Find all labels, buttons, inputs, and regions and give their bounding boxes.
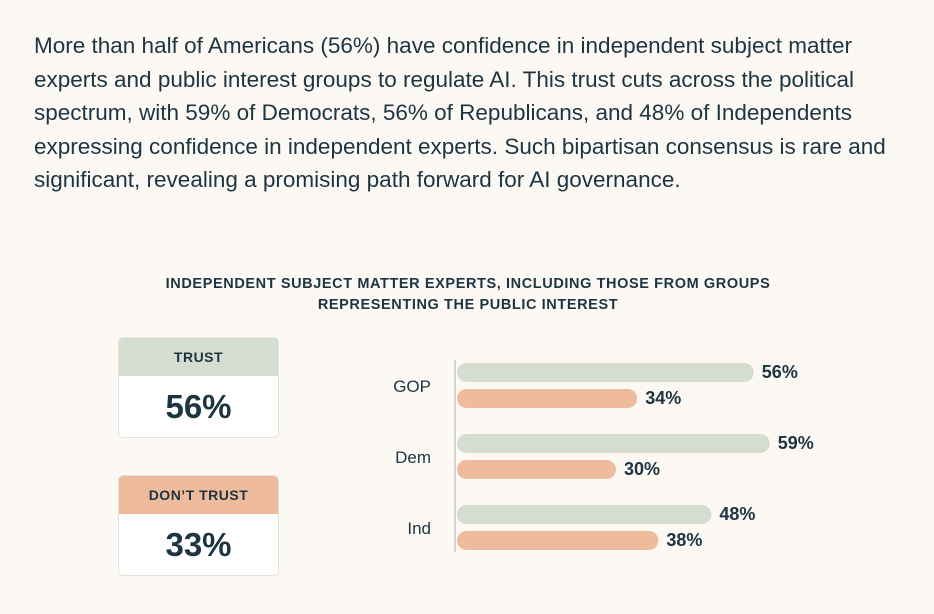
data-label-gop-distrust: 34% (645, 388, 681, 408)
bar-ind-distrust (457, 531, 659, 550)
data-label-dem-distrust: 30% (624, 459, 660, 479)
bar-gop-trust (457, 363, 754, 382)
distrust-value: 33% (165, 526, 232, 563)
category-label-ind: Ind (407, 519, 431, 538)
trust-value: 56% (165, 388, 232, 425)
trust-label: TRUST (119, 338, 278, 376)
bar-dem-trust (457, 434, 770, 453)
distrust-label: DON’T TRUST (119, 476, 278, 514)
intro-paragraph: More than half of Americans (56%) have c… (34, 33, 886, 193)
chart-title: INDEPENDENT SUBJECT MATTER EXPERTS, INCL… (165, 276, 771, 313)
data-label-dem-trust: 59% (778, 433, 814, 453)
data-label-gop-trust: 56% (762, 362, 798, 382)
party-bar-chart: GOP 56% 34% Dem 59% 30% Ind 48% 38% (393, 360, 814, 552)
distrust-summary-card: DON’T TRUST 33% (118, 475, 279, 576)
data-label-ind-distrust: 38% (666, 530, 702, 550)
category-label-gop: GOP (393, 377, 431, 396)
data-label-ind-trust: 48% (719, 504, 755, 524)
bar-ind-trust (457, 505, 712, 524)
bar-dem-distrust (457, 460, 616, 479)
category-label-dem: Dem (395, 448, 431, 467)
bar-gop-distrust (457, 389, 638, 408)
trust-summary-card: TRUST 56% (118, 337, 279, 438)
